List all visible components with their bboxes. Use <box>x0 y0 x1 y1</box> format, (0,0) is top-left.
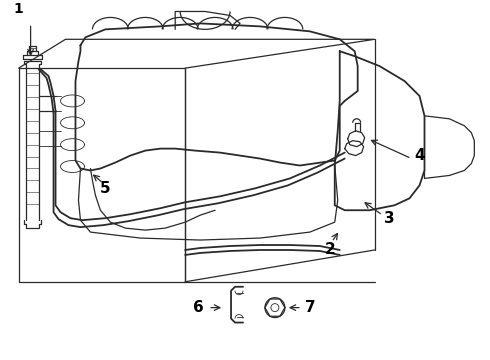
Text: 3: 3 <box>384 211 395 226</box>
Text: 2: 2 <box>324 243 335 257</box>
Text: 1: 1 <box>14 3 24 17</box>
Text: 5: 5 <box>100 181 111 196</box>
Text: 6: 6 <box>193 300 203 315</box>
Text: 7: 7 <box>304 300 315 315</box>
Text: 4: 4 <box>414 148 425 163</box>
